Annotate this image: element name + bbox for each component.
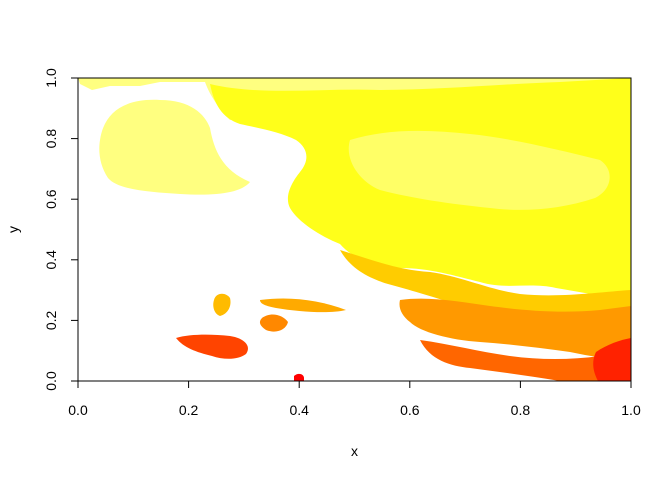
y-axis: 0.0 0.2 0.4 0.6 0.8 1.0 <box>43 68 78 391</box>
x-tick-label: 0.4 <box>289 402 309 418</box>
x-tick-label: 0.2 <box>179 402 199 418</box>
y-tick-label: 0.0 <box>43 371 59 391</box>
region-island-orange <box>259 314 288 332</box>
y-tick-label: 0.8 <box>43 129 59 149</box>
region-orange <box>399 298 631 360</box>
y-tick-label: 0.4 <box>43 250 59 270</box>
heat-regions <box>78 78 631 381</box>
region-red-corner <box>593 338 631 381</box>
region-pale-blob <box>99 99 250 195</box>
y-tick-label: 0.6 <box>43 189 59 209</box>
y-axis-label: y <box>5 226 21 233</box>
x-axis: 0.0 0.2 0.4 0.6 0.8 1.0 <box>68 381 641 418</box>
region-tiny-red <box>294 373 304 381</box>
region-amber <box>340 250 631 330</box>
region-dark-orange <box>420 340 631 381</box>
y-tick-label: 0.2 <box>43 310 59 330</box>
x-tick-label: 0.0 <box>68 402 88 418</box>
plot-frame <box>77 77 632 382</box>
y-tick-label: 1.0 <box>43 68 59 88</box>
x-tick-label: 0.8 <box>511 402 531 418</box>
region-island-amber <box>213 293 231 316</box>
region-island-red <box>176 334 249 359</box>
region-pale-center <box>348 130 610 210</box>
x-tick-label: 1.0 <box>621 402 641 418</box>
x-tick-label: 0.6 <box>400 402 420 418</box>
x-axis-label: x <box>351 443 358 459</box>
region-island-sliver <box>260 298 346 313</box>
